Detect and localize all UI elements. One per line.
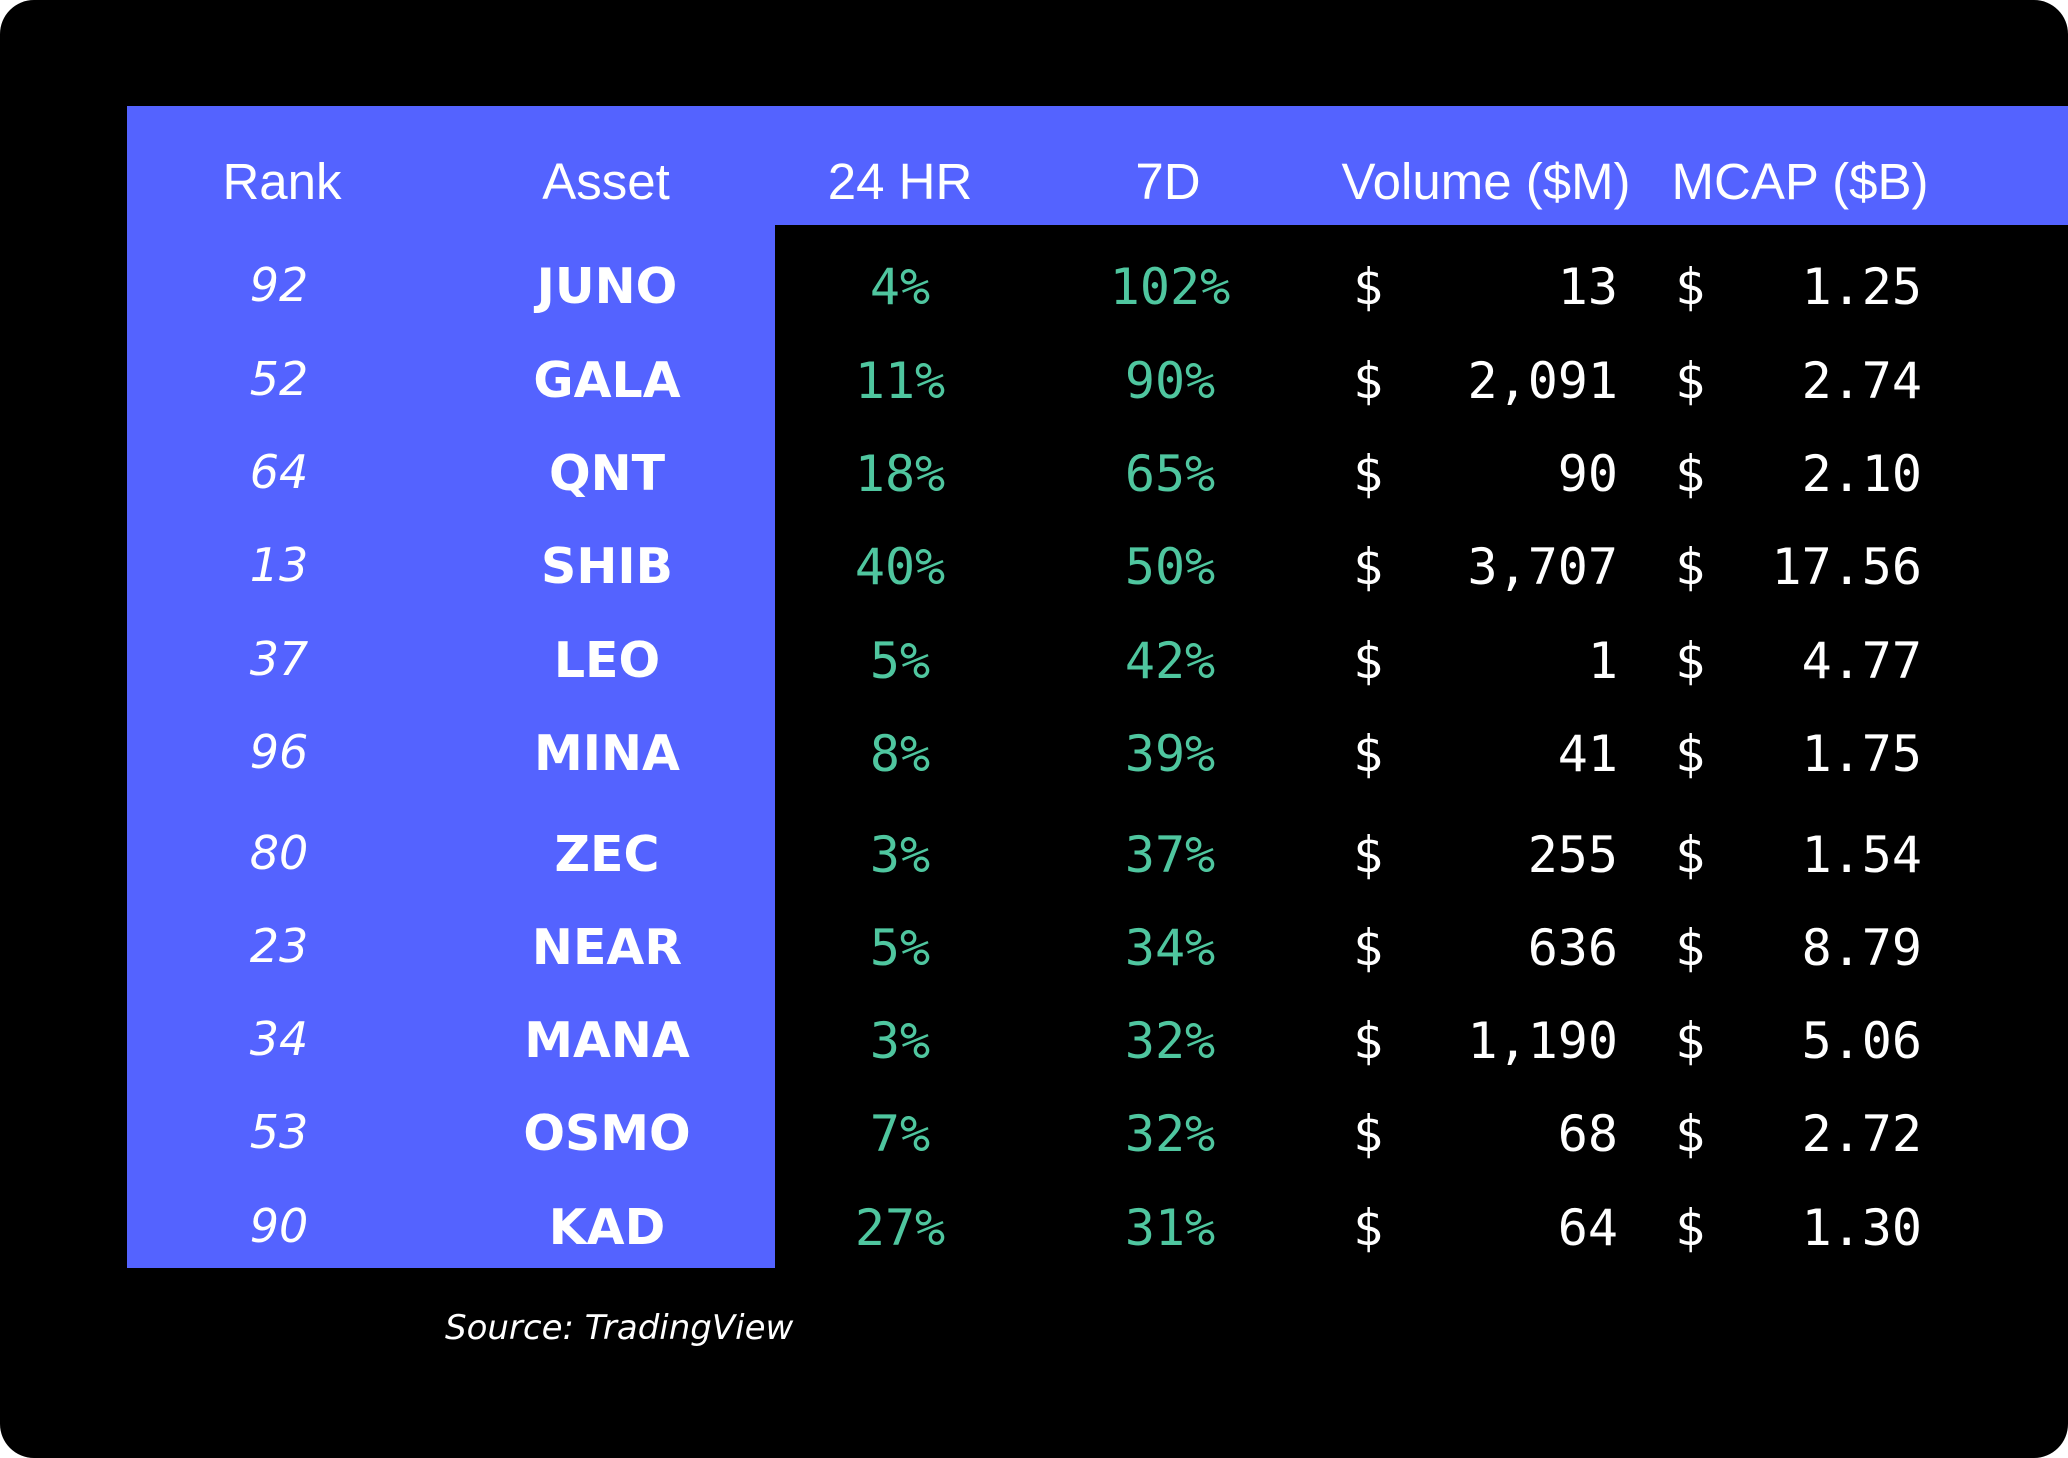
volume-currency-cell: $ (1352, 919, 1384, 977)
rank-asset-band (127, 225, 775, 1268)
rank-cell: 53 (249, 1105, 309, 1159)
change-7d-cell: 102% (1109, 258, 1231, 316)
mcap-cell: 2.10 (1801, 445, 1922, 503)
change-7d-cell: 32% (1124, 1105, 1216, 1163)
change-24h-cell: 5% (869, 632, 931, 690)
asset-cell: GALA (533, 352, 681, 409)
mcap-cell: 2.74 (1801, 352, 1922, 410)
volume-currency-cell: $ (1352, 826, 1384, 884)
rank-cell: 34 (249, 1012, 309, 1066)
volume-cell: 1 (1587, 632, 1618, 690)
rank-cell: 92 (249, 258, 309, 312)
volume-currency-cell: $ (1352, 1199, 1384, 1257)
asset-cell: JUNO (536, 258, 678, 315)
change-24h-cell: 3% (869, 1012, 931, 1070)
volume-cell: 90 (1557, 445, 1618, 503)
change-7d-cell: 34% (1124, 919, 1216, 977)
rank-cell: 90 (249, 1199, 309, 1253)
mcap-currency-cell: $ (1674, 1012, 1706, 1070)
rank-cell: 80 (249, 826, 309, 880)
mcap-currency-cell: $ (1674, 445, 1706, 503)
rank-cell: 96 (249, 725, 309, 779)
change-7d-cell: 90% (1124, 352, 1216, 410)
header-volume: Volume ($M) (1341, 153, 1631, 210)
header-7d: 7D (1135, 153, 1201, 210)
volume-currency-cell: $ (1352, 1012, 1384, 1070)
volume-currency-cell: $ (1352, 632, 1384, 690)
mcap-cell: 2.72 (1801, 1105, 1922, 1163)
volume-cell: 64 (1557, 1199, 1618, 1257)
change-24h-cell: 5% (869, 919, 931, 977)
change-24h-cell: 11% (854, 352, 946, 410)
change-7d-cell: 31% (1124, 1199, 1216, 1257)
asset-cell: ZEC (554, 826, 660, 883)
change-24h-cell: 40% (854, 538, 946, 596)
volume-cell: 1,190 (1467, 1012, 1618, 1070)
mcap-currency-cell: $ (1674, 352, 1706, 410)
mcap-currency-cell: $ (1674, 258, 1706, 316)
header-rank: Rank (222, 153, 342, 210)
volume-currency-cell: $ (1352, 1105, 1384, 1163)
volume-currency-cell: $ (1352, 445, 1384, 503)
rank-cell: 64 (249, 445, 309, 499)
volume-cell: 68 (1557, 1105, 1618, 1163)
header-mcap: MCAP ($B) (1671, 153, 1929, 210)
asset-cell: LEO (553, 632, 661, 689)
change-24h-cell: 7% (869, 1105, 931, 1163)
change-7d-cell: 37% (1124, 826, 1216, 884)
change-24h-cell: 27% (854, 1199, 946, 1257)
change-24h-cell: 3% (869, 826, 931, 884)
mcap-cell: 17.56 (1771, 538, 1922, 596)
volume-currency-cell: $ (1352, 352, 1384, 410)
asset-cell: KAD (548, 1199, 666, 1256)
change-7d-cell: 65% (1124, 445, 1216, 503)
rank-cell: 52 (249, 352, 309, 406)
asset-cell: NEAR (531, 919, 683, 976)
volume-cell: 13 (1557, 258, 1618, 316)
source-note: Source: TradingView (445, 1308, 794, 1348)
mcap-currency-cell: $ (1674, 919, 1706, 977)
change-7d-cell: 32% (1124, 1012, 1216, 1070)
mcap-currency-cell: $ (1674, 1105, 1706, 1163)
volume-cell: 636 (1527, 919, 1618, 977)
change-7d-cell: 50% (1124, 538, 1216, 596)
volume-cell: 41 (1557, 725, 1618, 783)
rank-cell: 13 (249, 538, 309, 592)
change-24h-cell: 4% (869, 258, 931, 316)
mcap-currency-cell: $ (1674, 725, 1706, 783)
asset-cell: SHIB (541, 538, 673, 595)
mcap-currency-cell: $ (1674, 632, 1706, 690)
asset-cell: OSMO (523, 1105, 691, 1162)
change-7d-cell: 42% (1124, 632, 1216, 690)
mcap-cell: 1.30 (1801, 1199, 1922, 1257)
mcap-currency-cell: $ (1674, 538, 1706, 596)
asset-cell: MANA (524, 1012, 690, 1069)
header-band (127, 106, 2068, 225)
mcap-cell: 5.06 (1801, 1012, 1922, 1070)
mcap-currency-cell: $ (1674, 1199, 1706, 1257)
volume-currency-cell: $ (1352, 538, 1384, 596)
mcap-cell: 1.54 (1801, 826, 1922, 884)
mcap-cell: 4.77 (1801, 632, 1922, 690)
change-24h-cell: 18% (854, 445, 946, 503)
mcap-cell: 8.79 (1801, 919, 1922, 977)
header-24hr: 24 HR (827, 153, 973, 210)
mcap-cell: 1.75 (1801, 725, 1922, 783)
rank-cell: 37 (249, 632, 309, 686)
mcap-cell: 1.25 (1801, 258, 1922, 316)
volume-cell: 2,091 (1467, 352, 1618, 410)
volume-currency-cell: $ (1352, 258, 1384, 316)
asset-cell: MINA (534, 725, 680, 782)
rank-cell: 23 (249, 919, 309, 973)
change-7d-cell: 39% (1124, 725, 1216, 783)
header-asset: Asset (542, 153, 670, 210)
asset-cell: QNT (548, 445, 666, 502)
volume-currency-cell: $ (1352, 725, 1384, 783)
change-24h-cell: 8% (869, 725, 931, 783)
mcap-currency-cell: $ (1674, 826, 1706, 884)
volume-cell: 3,707 (1467, 538, 1618, 596)
volume-cell: 255 (1527, 826, 1618, 884)
